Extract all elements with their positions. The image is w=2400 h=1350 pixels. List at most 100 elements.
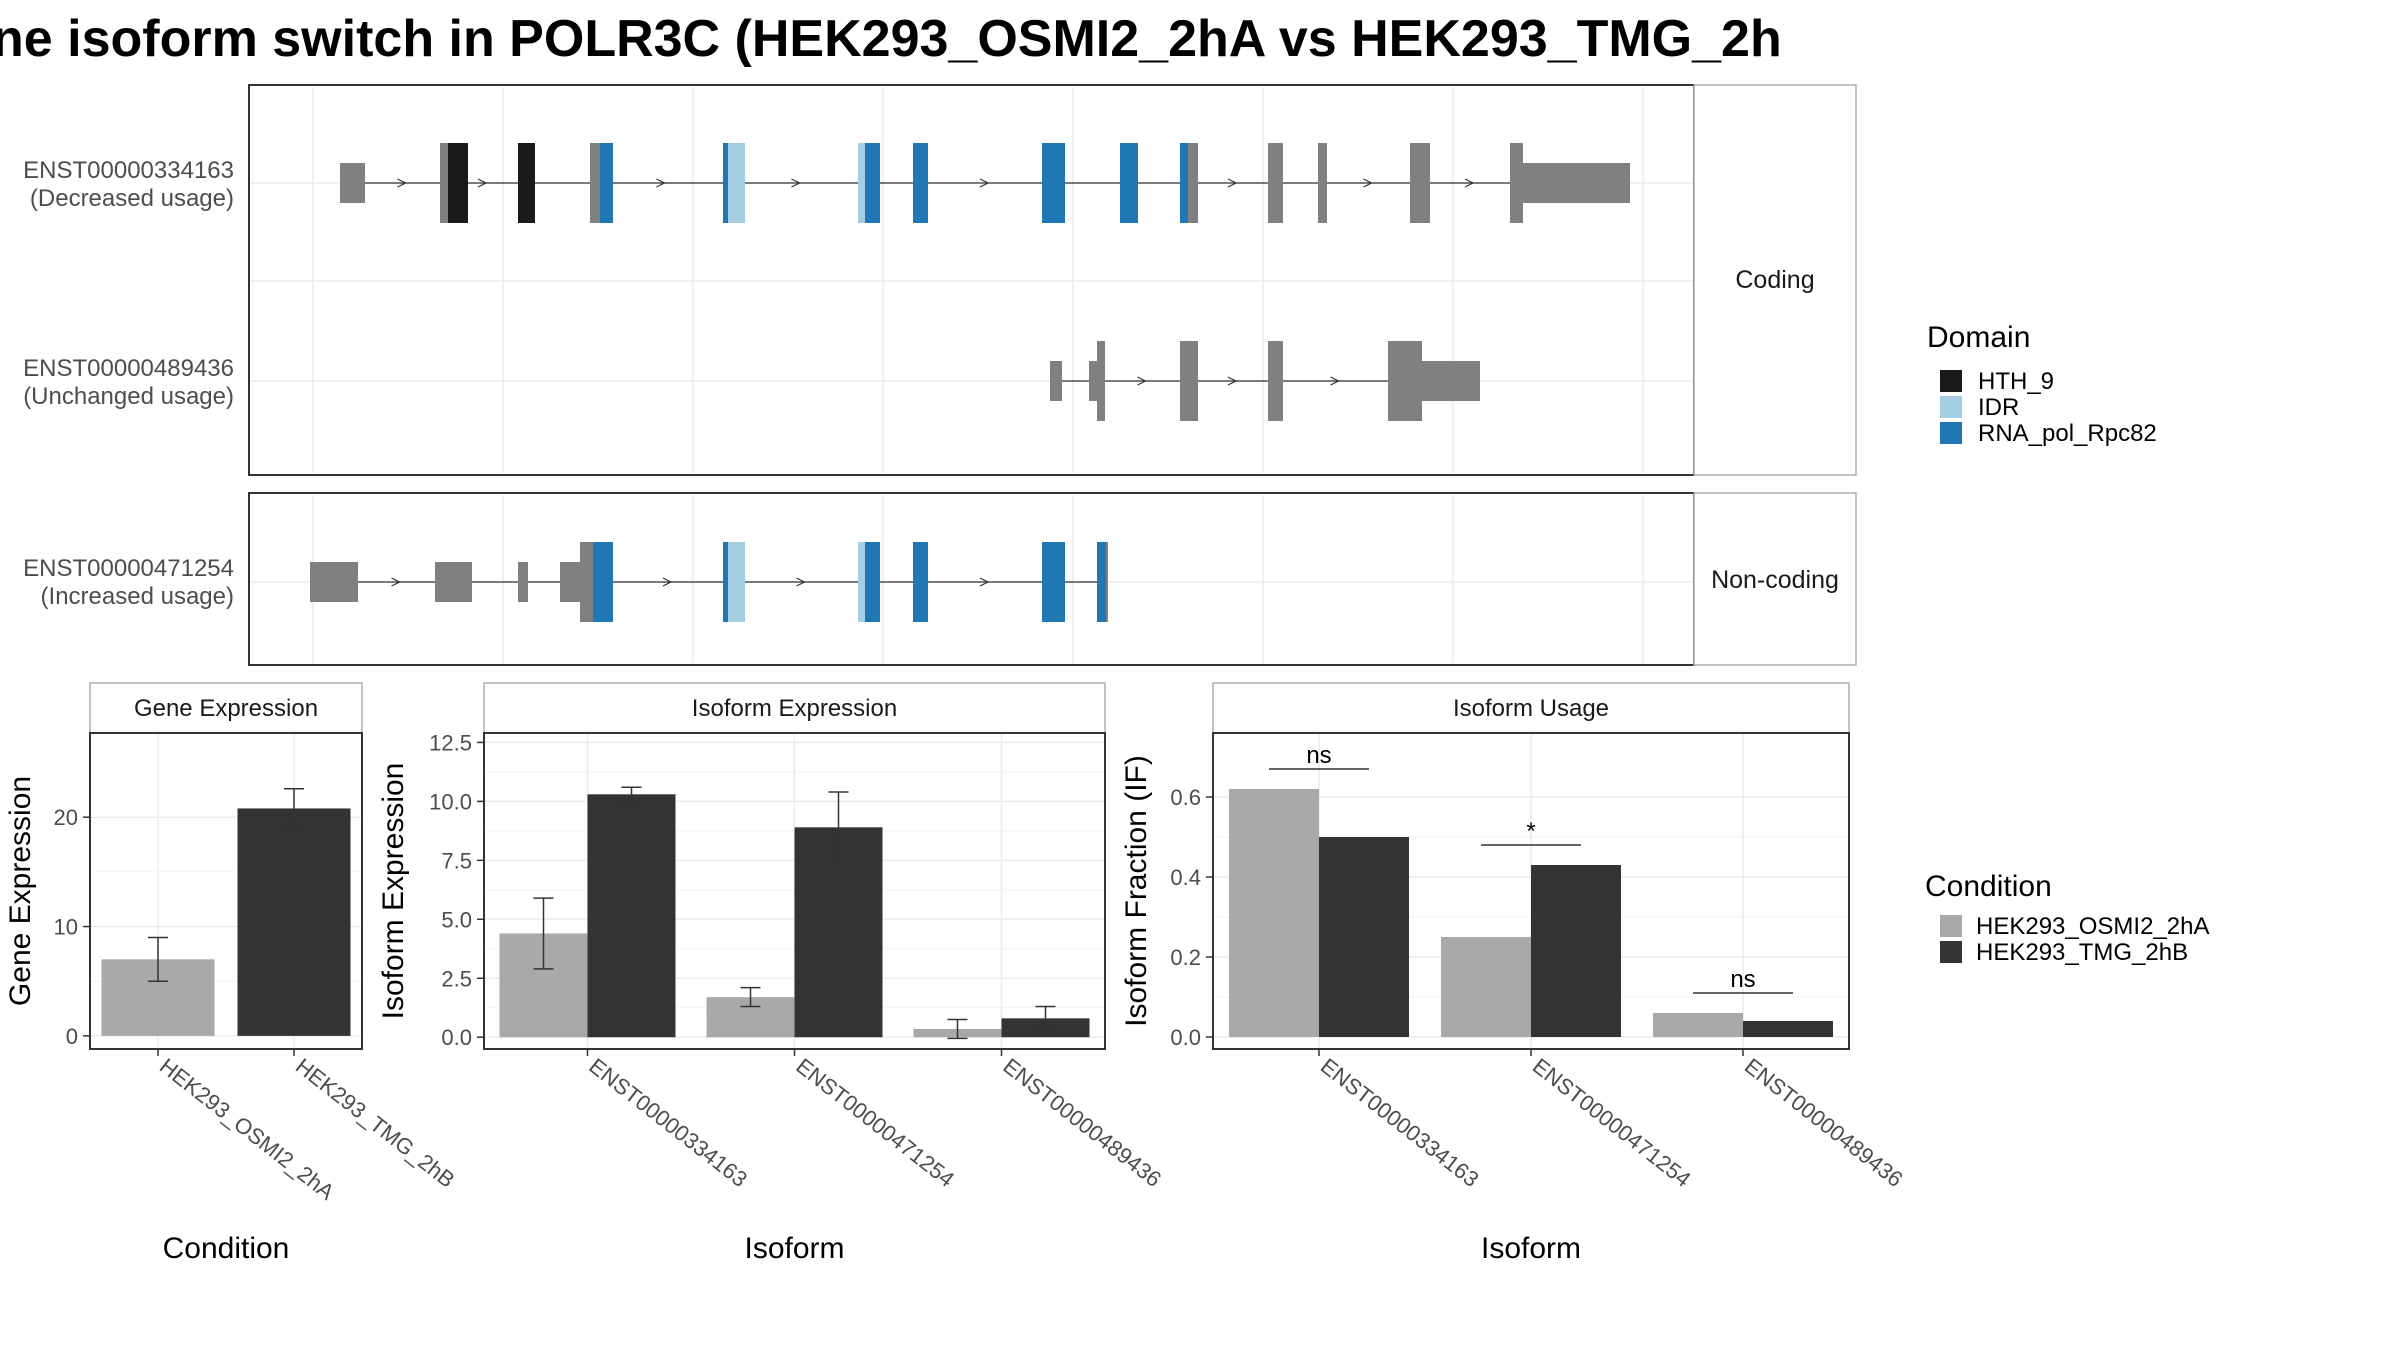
exon xyxy=(518,562,528,602)
domain-hth-9 xyxy=(518,143,535,223)
noncoding-strip xyxy=(1693,492,1857,666)
isoform-id-label: ENST00000471254 xyxy=(23,555,234,582)
domain-rna-pol-rpc82 xyxy=(723,143,728,223)
x-axis-title: Isoform xyxy=(744,1232,844,1265)
intron-arrow xyxy=(656,178,666,188)
domain-rna-pol-rpc82 xyxy=(1120,143,1138,223)
chart-title: Isoform Expression xyxy=(692,695,897,722)
bar xyxy=(1531,865,1621,1037)
x-tick-label: ENST00000471254 xyxy=(1528,1053,1696,1192)
exon xyxy=(1510,143,1523,223)
domain-rna-pol-rpc82 xyxy=(1097,542,1106,622)
coding-structure-panel: Coding xyxy=(248,84,1857,476)
y-tick-label: 2.5 xyxy=(441,966,472,991)
isoform-labels: ENST00000334163(Decreased usage) ENST0000… xyxy=(23,157,234,610)
exon xyxy=(1422,361,1480,401)
y-tick-label: 5.0 xyxy=(441,907,472,932)
noncoding-structure-panel: Non-coding xyxy=(248,492,1857,666)
intron-arrow xyxy=(979,577,990,587)
domain-legend-label: HTH_9 xyxy=(1978,368,2054,395)
intron-arrow xyxy=(1464,178,1475,188)
exon xyxy=(560,562,580,602)
bar xyxy=(1743,1021,1833,1037)
domain-legend-swatch xyxy=(1940,422,1962,444)
x-tick-label: ENST00000334163 xyxy=(584,1053,752,1192)
domain-rna-pol-rpc82 xyxy=(593,542,613,622)
condition-legend-label: HEK293_TMG_2hB xyxy=(1976,939,2188,966)
exon xyxy=(580,542,593,622)
exon xyxy=(1523,163,1630,203)
significance-label: * xyxy=(1526,818,1535,845)
isoform-usage-chart: Isoform Usage ns * ns 0.0 0.2 0.4 0.6 ENST000003… xyxy=(1120,682,1908,1265)
significance-label: ns xyxy=(1306,742,1331,769)
intron-arrow xyxy=(1363,178,1373,188)
exon xyxy=(435,562,472,602)
exon xyxy=(590,143,600,223)
exon xyxy=(1097,341,1105,421)
bar xyxy=(1319,837,1409,1037)
y-tick-label: 0.0 xyxy=(441,1025,472,1050)
noncoding-tracks xyxy=(310,542,1108,622)
chart-title: Isoform Usage xyxy=(1453,695,1609,722)
y-tick-label: 0.6 xyxy=(1170,785,1201,810)
condition-legend-swatch xyxy=(1940,915,1962,937)
condition-legend-title: Condition xyxy=(1925,870,2052,903)
domain-legend-swatch xyxy=(1940,396,1962,418)
domain-rna-pol-rpc82 xyxy=(913,542,928,622)
y-tick-label: 20 xyxy=(54,805,78,830)
isoform-id-label: ENST00000334163 xyxy=(23,157,234,184)
domain-legend-label: IDR xyxy=(1978,394,2019,421)
y-axis-title: Gene Expression xyxy=(4,776,37,1006)
x-tick-label: ENST00000489436 xyxy=(998,1053,1166,1192)
intron-arrow xyxy=(1227,376,1238,386)
domain-idr xyxy=(858,143,865,223)
exon xyxy=(1318,143,1327,223)
y-tick-label: 0 xyxy=(66,1024,78,1049)
domain-rna-pol-rpc82 xyxy=(723,542,728,622)
bar xyxy=(1229,789,1319,1037)
y-axis-title: Isoform Fraction (IF) xyxy=(1120,755,1153,1027)
intron-arrow xyxy=(979,178,990,188)
domain-rna-pol-rpc82 xyxy=(1042,542,1065,622)
chart-strip xyxy=(1212,682,1850,734)
isoform-usage-note: (Unchanged usage) xyxy=(23,383,234,410)
exon xyxy=(1410,143,1430,223)
intron-arrow xyxy=(662,577,673,587)
x-tick-label: ENST00000471254 xyxy=(791,1053,959,1192)
exon xyxy=(1089,361,1097,401)
exon xyxy=(1388,341,1422,421)
domain-rna-pol-rpc82 xyxy=(1180,143,1188,223)
figure-title: ne isoform switch in POLR3C (HEK293_OSMI… xyxy=(0,10,1782,68)
domain-rna-pol-rpc82 xyxy=(1042,143,1065,223)
coding-tracks xyxy=(340,143,1630,421)
y-tick-label: 7.5 xyxy=(441,848,472,873)
x-axis-title: Condition xyxy=(163,1232,290,1265)
y-tick-label: 12.5 xyxy=(429,730,472,755)
domain-idr xyxy=(728,542,745,622)
isoform-expression-chart: Isoform Expression 0.0 2.5 5.0 7.5 10.0 12.5 EN… xyxy=(377,682,1166,1265)
exon xyxy=(1268,341,1283,421)
x-tick-label: ENST00000489436 xyxy=(1740,1053,1908,1192)
y-tick-label: 0.4 xyxy=(1170,865,1201,890)
bar xyxy=(587,794,676,1038)
isoform-usage-note: (Decreased usage) xyxy=(30,185,234,212)
exon xyxy=(310,562,358,602)
domain-legend-label: RNA_pol_Rpc82 xyxy=(1978,420,2157,447)
domain-legend-title: Domain xyxy=(1927,321,2030,354)
y-axis-title: Isoform Expression xyxy=(377,763,410,1020)
intron-arrow xyxy=(1330,376,1340,386)
condition-legend-label: HEK293_OSMI2_2hA xyxy=(1976,913,2209,940)
domain-idr xyxy=(728,143,745,223)
intron-arrow xyxy=(477,178,488,188)
chart-strip xyxy=(483,682,1106,734)
exon xyxy=(1050,361,1062,401)
intron-arrow xyxy=(397,178,407,188)
x-axis-title: Isoform xyxy=(1481,1232,1581,1265)
isoform-usage-note: (Increased usage) xyxy=(41,583,234,610)
domain-hth-9 xyxy=(448,143,468,223)
isoform-id-label: ENST00000489436 xyxy=(23,355,234,382)
